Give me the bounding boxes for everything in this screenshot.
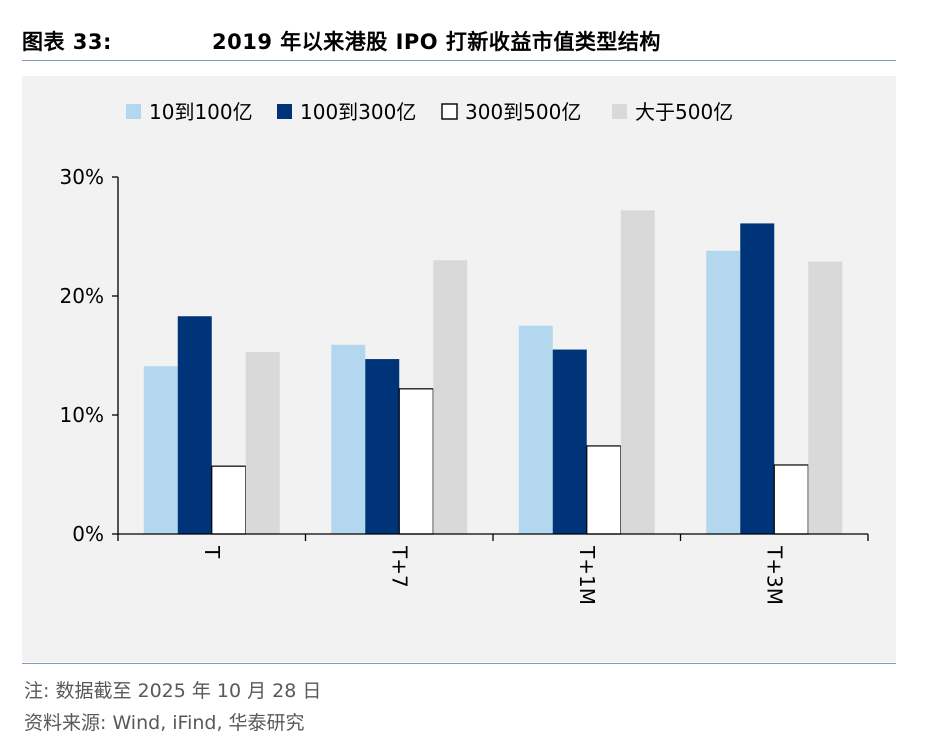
legend-swatch-3 xyxy=(441,103,458,120)
bar-2-1 xyxy=(177,316,212,534)
y-tick-label: 30% xyxy=(60,165,104,189)
footnote: 注: 数据截至 2025 年 10 月 28 日 xyxy=(24,680,322,702)
bar-1-4 xyxy=(706,250,741,534)
legend-label-1: 10到100亿 xyxy=(149,100,253,124)
y-tick-label: 10% xyxy=(60,403,104,427)
bar-4-3 xyxy=(620,210,655,534)
legend-label-2: 100到300亿 xyxy=(300,100,416,124)
x-category-label: T+1M xyxy=(575,545,599,605)
bar-1-3 xyxy=(518,325,553,534)
x-category-label: T+7 xyxy=(387,545,411,588)
bar-4-2 xyxy=(433,260,468,534)
legend-swatch-4 xyxy=(612,104,627,119)
x-category-label: T+3M xyxy=(762,545,786,605)
legend-swatch-1 xyxy=(126,104,141,119)
y-tick-label: 0% xyxy=(72,522,104,546)
figure-title: 2019 年以来港股 IPO 打新收益市值类型结构 xyxy=(212,30,661,54)
bar-2-3 xyxy=(552,349,587,534)
figure-label: 图表 33: xyxy=(22,30,112,54)
y-tick-label: 20% xyxy=(60,284,104,308)
x-category-label: T xyxy=(200,545,224,559)
bar-2-4 xyxy=(740,223,775,534)
legend-label-3: 300到500亿 xyxy=(465,100,581,124)
bar-2-2 xyxy=(365,359,400,534)
source-note: 资料来源: Wind, iFind, 华泰研究 xyxy=(24,712,305,734)
bar-4-4 xyxy=(808,261,843,534)
bar-3-1 xyxy=(211,465,247,535)
legend-swatch-2 xyxy=(277,104,292,119)
bar-3-4 xyxy=(773,464,809,535)
bar-4-1 xyxy=(245,351,280,534)
bar-1-2 xyxy=(331,344,366,534)
bar-3-2 xyxy=(398,388,434,535)
legend-label-4: 大于500亿 xyxy=(635,100,733,124)
bar-1-1 xyxy=(143,366,178,534)
footer-divider xyxy=(22,663,896,664)
title-bar: 图表 33: 2019 年以来港股 IPO 打新收益市值类型结构 xyxy=(22,24,896,61)
bar-3-3 xyxy=(586,445,622,535)
